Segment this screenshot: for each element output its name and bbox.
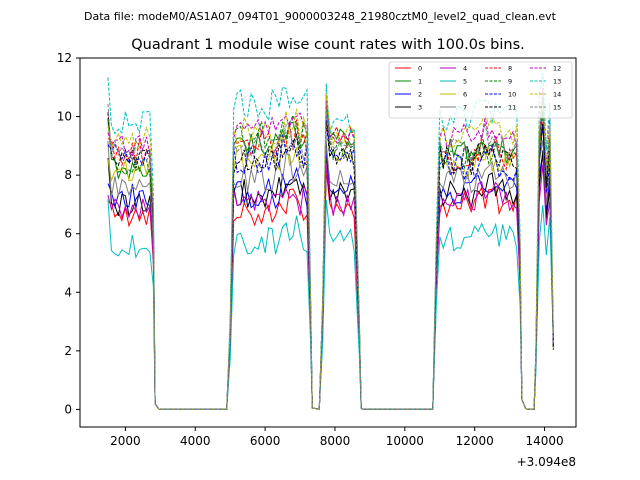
legend-label-12: 12 <box>553 65 561 73</box>
series-line-15 <box>107 96 554 411</box>
y-tick-label: 0 <box>64 402 72 416</box>
series-line-7 <box>107 139 554 411</box>
series-line-8 <box>107 103 554 411</box>
legend-label-0: 0 <box>418 65 422 73</box>
legend-label-5: 5 <box>463 78 467 86</box>
figure-suptitle: Data file: modeM0/AS1A07_094T01_90000032… <box>84 10 557 23</box>
y-tick-label: 6 <box>64 227 72 241</box>
x-tick-label: 10000 <box>386 434 424 448</box>
x-axis: 2000 4000 6000 8000 10000 12000 14000 <box>110 427 564 448</box>
legend-label-13: 13 <box>553 78 561 86</box>
legend-label-3: 3 <box>418 104 422 112</box>
y-tick-label: 4 <box>64 285 72 299</box>
legend-label-10: 10 <box>508 91 516 99</box>
legend-box <box>388 61 573 119</box>
series-line-0 <box>107 154 554 411</box>
series-line-3 <box>107 150 554 411</box>
legend-label-4: 4 <box>463 65 467 73</box>
series-line-2 <box>107 150 554 411</box>
x-tick-label: 6000 <box>250 434 281 448</box>
legend-label-2: 2 <box>418 91 422 99</box>
legend-label-1: 1 <box>418 78 422 86</box>
plot-frame <box>79 57 577 428</box>
x-tick-label: 4000 <box>180 434 211 448</box>
x-tick-label: 8000 <box>320 434 351 448</box>
series-line-9 <box>107 107 554 411</box>
legend-label-15: 15 <box>553 104 561 112</box>
y-axis: 0 2 4 6 8 10 12 <box>57 51 80 416</box>
legend-label-14: 14 <box>553 91 561 99</box>
legend-label-9: 9 <box>508 78 512 86</box>
y-tick-label: 8 <box>64 168 72 182</box>
series-line-10 <box>107 115 554 411</box>
x-tick-label: 2000 <box>110 434 141 448</box>
legend-label-8: 8 <box>508 65 512 73</box>
series-line-6 <box>107 119 554 411</box>
legend-label-7: 7 <box>463 104 467 112</box>
y-tick-label: 12 <box>57 51 72 65</box>
plot-lines <box>107 73 554 411</box>
series-line-13 <box>107 73 554 411</box>
y-tick-label: 10 <box>57 110 72 124</box>
series-line-5 <box>107 199 554 411</box>
series-line-11 <box>107 112 554 411</box>
y-tick-label: 2 <box>64 344 72 358</box>
chart-title: Quadrant 1 module wise count rates with … <box>131 37 525 53</box>
series-line-14 <box>107 94 554 411</box>
x-tick-label: 14000 <box>525 434 563 448</box>
x-offset-label: +3.094e8 <box>517 455 576 469</box>
x-tick-label: 12000 <box>456 434 494 448</box>
legend-label-6: 6 <box>463 91 467 99</box>
legend-label-11: 11 <box>508 104 516 112</box>
